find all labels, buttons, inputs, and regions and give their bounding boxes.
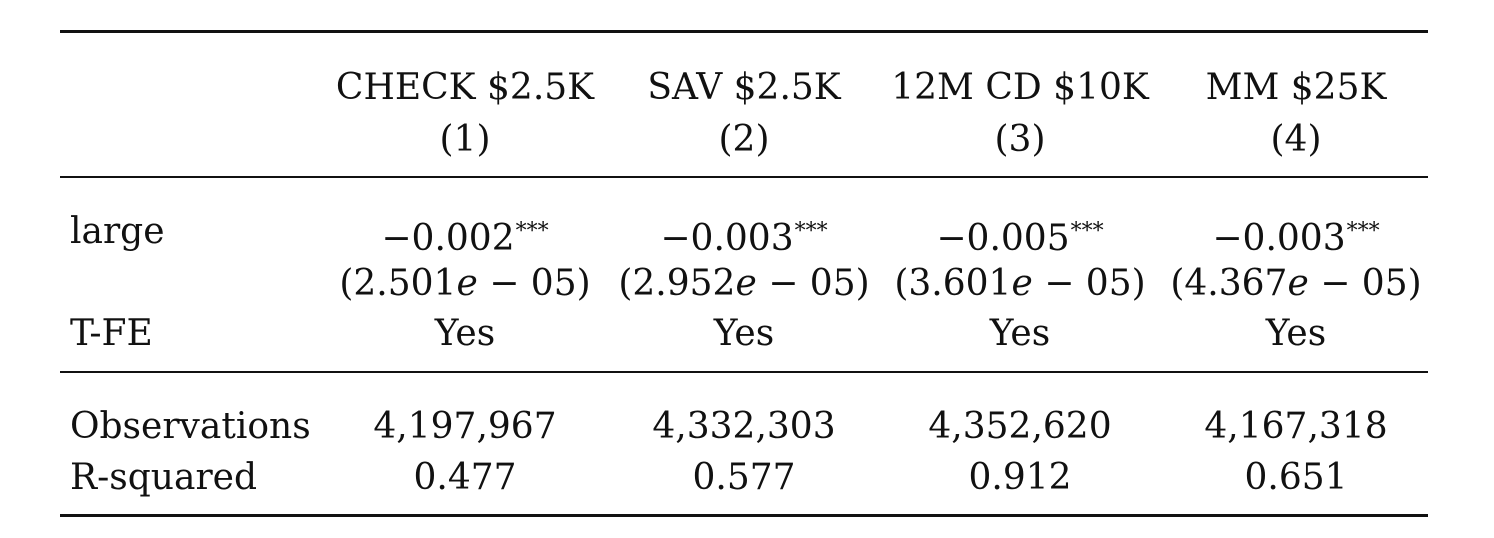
observations-cell: 4,197,967 (373, 406, 557, 447)
fixed-effects-cell: Yes (989, 313, 1051, 354)
fixed-effects-cell: Yes (434, 313, 496, 354)
se-exponent: − 05) (756, 263, 870, 304)
column-header: SAV $2.5K (647, 67, 841, 108)
se-exponent: − 05) (1308, 263, 1422, 304)
coefficient-cell: −0.003*** (660, 210, 827, 261)
coefficient-value: −0.003 (1212, 218, 1346, 259)
header-rule (60, 176, 1428, 178)
row-label-rsquared: R-squared (70, 457, 257, 498)
rsquared-cell: 0.577 (692, 457, 796, 498)
rsquared-cell: 0.912 (968, 457, 1072, 498)
se-exponent: − 05) (1032, 263, 1146, 304)
coefficient-value: −0.003 (660, 218, 794, 259)
column-number: (2) (718, 119, 770, 160)
column-number: (4) (1270, 119, 1322, 160)
standard-error-cell: (4.367e − 05) (1170, 262, 1421, 306)
coefficient-cell: −0.002*** (381, 210, 548, 261)
top-rule (60, 30, 1428, 33)
body-rule (60, 371, 1428, 373)
coefficient-cell: −0.005*** (936, 210, 1103, 261)
se-e: e (1287, 263, 1309, 304)
column-header: MM $25K (1205, 67, 1387, 108)
significance-stars: *** (1346, 219, 1380, 244)
coefficient-cell: −0.003*** (1212, 210, 1379, 261)
column-header: CHECK $2.5K (335, 67, 595, 108)
row-label-large: large (70, 211, 165, 252)
observations-cell: 4,167,318 (1204, 406, 1388, 447)
rsquared-cell: 0.651 (1244, 457, 1348, 498)
se-exponent: − 05) (477, 263, 591, 304)
observations-cell: 4,352,620 (928, 406, 1112, 447)
se-e: e (456, 263, 478, 304)
se-mantissa: (2.952 (618, 263, 736, 304)
standard-error-cell: (2.501e − 05) (339, 262, 590, 306)
standard-error-cell: (3.601e − 05) (894, 262, 1145, 306)
significance-stars: *** (794, 219, 828, 244)
column-number: (1) (439, 119, 491, 160)
significance-stars: *** (515, 219, 549, 244)
se-mantissa: (2.501 (339, 263, 457, 304)
standard-error-cell: (2.952e − 05) (618, 262, 869, 306)
observations-cell: 4,332,303 (652, 406, 836, 447)
coefficient-value: −0.005 (936, 218, 1070, 259)
row-label-tfe: T-FE (70, 313, 153, 354)
fixed-effects-cell: Yes (713, 313, 775, 354)
fixed-effects-cell: Yes (1265, 313, 1327, 354)
se-e: e (1011, 263, 1033, 304)
column-number: (3) (994, 119, 1046, 160)
significance-stars: *** (1070, 219, 1104, 244)
se-mantissa: (4.367 (1170, 263, 1288, 304)
rsquared-cell: 0.477 (413, 457, 517, 498)
column-header: 12M CD $10K (891, 67, 1149, 108)
row-label-observations: Observations (70, 406, 311, 447)
coefficient-value: −0.002 (381, 218, 515, 259)
bottom-rule (60, 514, 1428, 517)
se-e: e (735, 263, 757, 304)
se-mantissa: (3.601 (894, 263, 1012, 304)
